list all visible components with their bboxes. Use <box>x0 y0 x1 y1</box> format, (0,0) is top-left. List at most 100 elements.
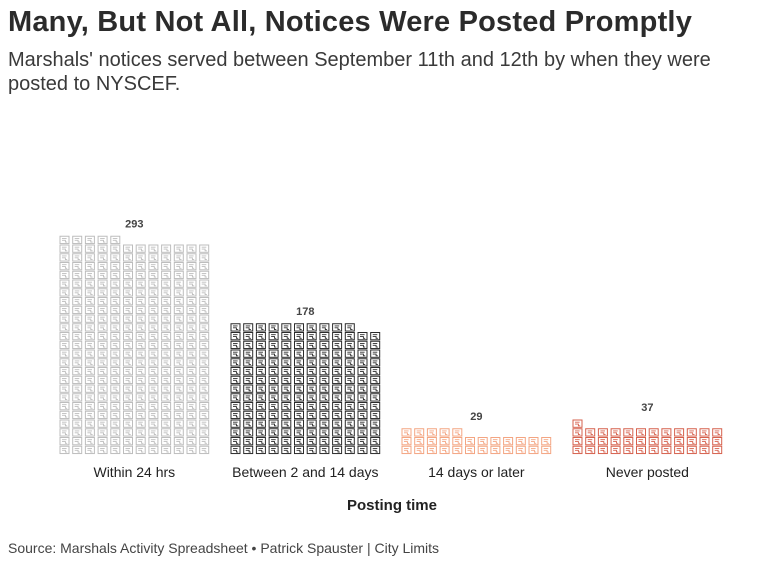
document-icon <box>72 410 83 420</box>
document-icon <box>401 437 412 446</box>
document-icon <box>59 419 70 428</box>
document-icon <box>344 410 355 420</box>
document-icon <box>306 402 317 411</box>
document-icon <box>610 445 621 455</box>
document-icon <box>97 297 108 306</box>
document-icon <box>319 402 330 411</box>
document-icon <box>344 402 355 411</box>
document-icon <box>72 270 83 280</box>
document-icon <box>161 419 172 428</box>
document-icon <box>84 410 95 420</box>
document-icon <box>135 314 146 323</box>
document-icon <box>699 437 710 446</box>
document-icon <box>135 332 146 341</box>
document-icon <box>230 410 241 420</box>
document-icon <box>281 375 292 385</box>
document-icon <box>186 314 197 323</box>
document-icon <box>281 393 292 402</box>
document-icon <box>72 393 83 402</box>
document-icon <box>97 428 108 437</box>
document-icon <box>123 279 133 288</box>
document-icon <box>123 253 133 262</box>
document-icon <box>173 314 184 323</box>
document-icon <box>135 288 146 297</box>
document-icon <box>281 332 292 341</box>
document-icon <box>135 384 146 393</box>
document-icon <box>186 279 197 288</box>
document-icon <box>294 375 304 385</box>
document-icon <box>135 402 146 411</box>
document-icon <box>268 384 279 393</box>
document-icon <box>59 279 70 288</box>
bar-group-1: 293 Within 24 hrs <box>59 218 210 480</box>
document-icon <box>84 393 95 402</box>
document-icon <box>230 367 241 376</box>
value-label: 178 <box>296 306 314 318</box>
document-icon <box>370 332 381 341</box>
document-icon <box>84 349 95 358</box>
document-icon <box>161 367 172 376</box>
document-icon <box>255 384 266 393</box>
document-icon <box>186 288 197 297</box>
document-icon <box>173 419 184 428</box>
document-icon <box>294 402 304 411</box>
document-icon <box>186 323 197 332</box>
document-icon <box>199 262 210 271</box>
document-icon <box>135 244 146 253</box>
document-icon <box>123 437 133 446</box>
document-icon <box>294 332 304 341</box>
document-icon <box>148 402 159 411</box>
document-icon <box>97 445 108 455</box>
document-icon <box>332 340 343 350</box>
document-icon <box>173 402 184 411</box>
document-icon <box>332 323 343 332</box>
document-icon <box>490 437 501 446</box>
document-icon <box>97 323 108 332</box>
document-icon <box>332 419 343 428</box>
document-icon <box>59 244 70 253</box>
document-icon <box>255 393 266 402</box>
document-icon <box>610 437 621 446</box>
document-icon <box>97 305 108 315</box>
document-icon <box>255 437 266 446</box>
document-icon <box>452 445 463 455</box>
document-icon <box>268 375 279 385</box>
document-icon <box>477 437 488 446</box>
document-icon <box>268 437 279 446</box>
document-icon <box>281 323 292 332</box>
document-icon <box>306 437 317 446</box>
document-icon <box>173 288 184 297</box>
document-icon <box>230 445 241 455</box>
document-icon <box>110 410 121 420</box>
document-icon <box>268 410 279 420</box>
document-icon <box>199 288 210 297</box>
document-icon <box>294 410 304 420</box>
document-icon <box>623 445 634 455</box>
document-icon <box>319 340 330 350</box>
document-icon <box>426 445 437 455</box>
document-icon <box>306 375 317 385</box>
document-icon <box>97 358 108 367</box>
document-icon <box>414 445 425 455</box>
document-icon <box>84 235 95 245</box>
document-icon <box>97 244 108 253</box>
document-icon <box>186 428 197 437</box>
document-icon <box>199 314 210 323</box>
document-icon <box>699 445 710 455</box>
document-icon <box>161 375 172 385</box>
document-icon <box>370 375 381 385</box>
document-icon <box>243 428 254 437</box>
document-icon <box>72 279 83 288</box>
document-icon <box>306 358 317 367</box>
document-icon <box>110 402 121 411</box>
document-icon <box>281 367 292 376</box>
document-icon <box>148 270 159 280</box>
document-icon <box>699 428 710 437</box>
document-icon <box>148 445 159 455</box>
document-icon <box>123 428 133 437</box>
document-icon <box>110 262 121 271</box>
document-icon <box>319 358 330 367</box>
document-icon <box>59 402 70 411</box>
document-icon <box>59 393 70 402</box>
document-icon <box>123 384 133 393</box>
